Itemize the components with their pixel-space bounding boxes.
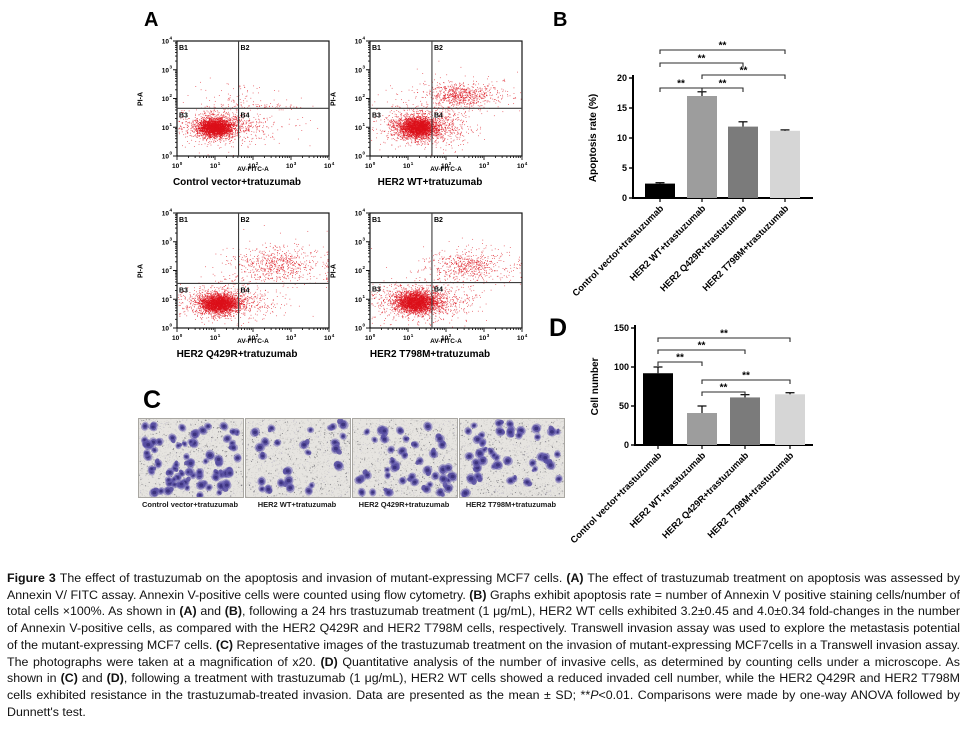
x-category-label: Control vector+trastuzumab (568, 450, 663, 545)
bar (687, 413, 717, 445)
caption-segment: Quantitative analysis of the number of i… (7, 654, 960, 686)
x-axis-label-av-fitc-3: AV-FITC-A (237, 338, 269, 345)
panel-label-c: C (143, 386, 162, 414)
y-tick-label: 100 (614, 362, 629, 372)
x-category-label: HER2 T798M+trastuzumab (706, 450, 796, 540)
flow-plot-title-control: Control vector+tratuzumab (172, 177, 302, 188)
bar (770, 130, 800, 198)
x-category-label: HER2 Q429R+trastuzumab (658, 203, 748, 293)
transwell-image-her2-q429r (352, 418, 458, 498)
transwell-image-control (138, 418, 244, 498)
sig-bracket (657, 337, 791, 342)
sig-label: ** (742, 371, 750, 382)
x-category-label: HER2 WT+trastuzumab (628, 450, 708, 530)
flow-cytometry-plot-her2-wt (324, 33, 536, 193)
transwell-label-her2-q429r: HER2 Q429R+tratuzumab (358, 500, 450, 509)
sig-label: ** (698, 54, 706, 65)
transwell-image-her2-wt (245, 418, 351, 498)
bar (687, 96, 717, 198)
flow-cytometry-plot-her2-q429r (131, 205, 343, 365)
sig-bracket (701, 379, 791, 384)
y-axis-title: Cell number (590, 358, 601, 416)
caption-segment: Graphs exhibit apoptosis rate = number o… (7, 587, 960, 619)
caption-segment: (B) (469, 587, 487, 602)
y-tick-label: 0 (622, 193, 627, 203)
x-category-label: Control vector+trastuzumab (570, 203, 665, 298)
caption-segment: <0.01. Comparisons were made by one-way … (7, 687, 960, 719)
sig-label: ** (698, 341, 706, 352)
sig-label: ** (677, 79, 685, 90)
y-tick-label: 10 (617, 133, 627, 143)
y-axis-label-pi-a-3: PI-A (137, 264, 145, 278)
caption-segment: , following a treatment with trastuzumab… (7, 671, 960, 702)
y-tick-label: 150 (614, 323, 629, 333)
x-category-label: HER2 Q429R+trastuzumab (660, 450, 750, 540)
sig-bracket (659, 49, 786, 54)
caption-segment: and (196, 604, 225, 619)
x-axis-label-av-fitc-4: AV-FITC-A (430, 338, 462, 345)
caption-segment: Representative images of the trastuzumab… (7, 637, 960, 669)
sig-label: ** (719, 41, 727, 52)
caption-segment: and (77, 671, 107, 686)
bar (775, 394, 805, 445)
sig-label: ** (676, 353, 684, 364)
sig-bracket (701, 87, 744, 92)
bar (643, 373, 673, 445)
caption-segment: (C) (60, 671, 78, 686)
y-axis-label-pi-a-4: PI-A (330, 264, 338, 278)
y-axis-label-pi-a-2: PI-A (330, 92, 338, 106)
flow-plot-title-her2-t798m: HER2 T798M+tratuzumab (369, 349, 491, 360)
caption-segment: The effect of trastuzumab treatment on a… (7, 571, 960, 602)
y-axis-title: Apoptosis rate (%) (588, 94, 599, 182)
panel-label-d: D (549, 314, 568, 342)
transwell-label-her2-wt: HER2 WT+tratuzumab (257, 500, 337, 509)
caption-segment: The effect of trastuzumab on the apoptos… (59, 571, 567, 585)
sig-bracket (701, 74, 786, 79)
bar (728, 126, 758, 198)
sig-bracket (657, 361, 703, 366)
y-tick-label: 20 (617, 73, 627, 83)
bar (730, 397, 760, 445)
flow-cytometry-plot-control (131, 33, 343, 193)
x-category-label: HER2 WT+trastuzumab (628, 203, 708, 283)
sig-label: ** (719, 79, 727, 90)
y-tick-label: 5 (622, 163, 627, 173)
transwell-label-her2-t798m: HER2 T798M+tratuzumab (465, 500, 557, 509)
flow-plot-title-her2-q429r: HER2 Q429R+tratuzumab (176, 349, 298, 360)
caption-segment: (A) (566, 571, 584, 585)
caption-segment: Figure 3 (7, 571, 60, 585)
sig-label: ** (740, 66, 748, 77)
caption-segment: (B) (224, 604, 242, 619)
transwell-image-her2-t798m (459, 418, 565, 498)
sig-bracket (657, 349, 746, 354)
bar (645, 183, 675, 198)
panel-label-b: B (553, 9, 568, 31)
flow-plot-title-her2-wt: HER2 WT+tratuzumab (377, 177, 483, 188)
caption-segment: (D) (320, 654, 338, 669)
sig-bracket (701, 391, 746, 396)
y-axis-label-pi-a-1: PI-A (137, 92, 145, 106)
flow-cytometry-plot-her2-t798m (324, 205, 536, 365)
panel-label-a: A (144, 9, 159, 31)
x-axis-label-av-fitc-1: AV-FITC-A (237, 166, 269, 173)
caption-segment: (D) (106, 671, 124, 686)
caption-segment: (A) (179, 604, 197, 619)
y-tick-label: 15 (617, 103, 627, 113)
y-tick-label: 0 (624, 440, 629, 450)
x-axis-label-av-fitc-2: AV-FITC-A (430, 166, 462, 173)
caption-segment: , following a 24 hrs trastuzumab treatme… (7, 604, 961, 652)
caption-segment: (C) (215, 637, 234, 652)
sig-bracket (659, 62, 744, 67)
figure-caption: Figure 3 The effect of trastuzumab on th… (7, 570, 960, 720)
sig-label: ** (720, 329, 728, 340)
y-tick-label: 50 (619, 401, 629, 411)
sig-label: ** (720, 383, 728, 394)
x-category-label: HER2 T798M+trastuzumab (701, 203, 791, 293)
transwell-label-control: Control vector+tratuzumab (141, 500, 239, 509)
caption-segment: P (590, 687, 599, 702)
